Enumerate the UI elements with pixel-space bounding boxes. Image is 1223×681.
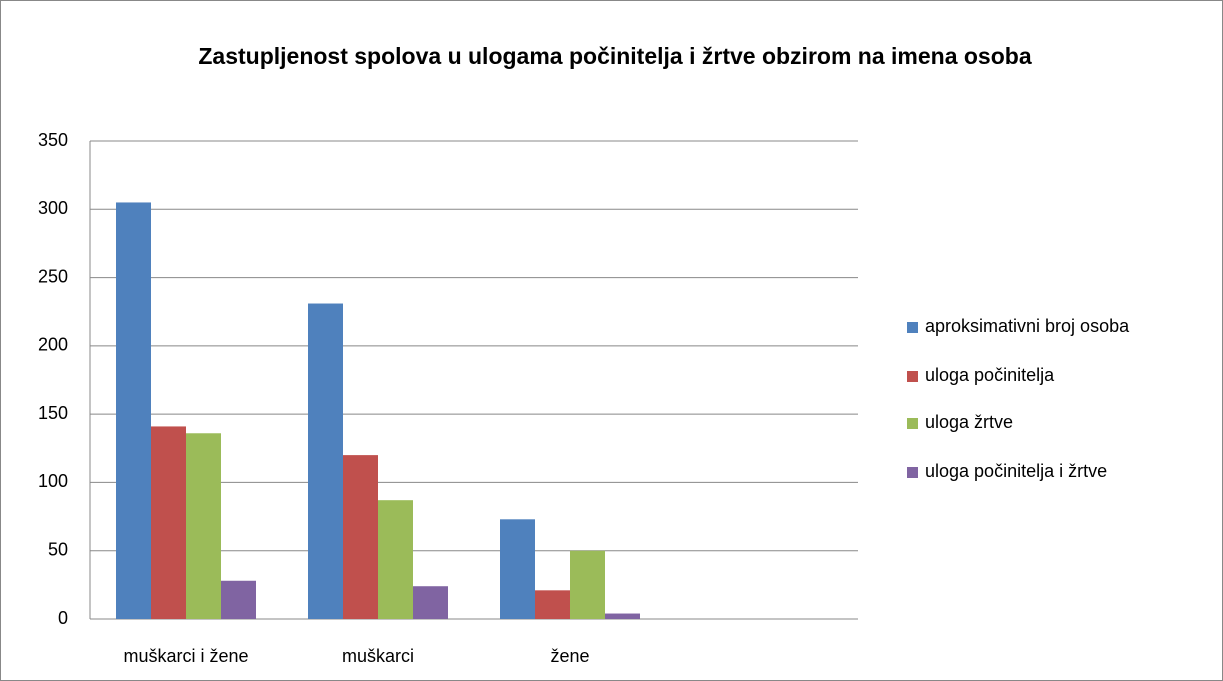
bar: [378, 500, 413, 619]
y-tick-label: 150: [38, 403, 68, 423]
y-tick-label: 250: [38, 266, 68, 286]
y-tick-label: 200: [38, 335, 68, 355]
y-tick-label: 350: [38, 130, 68, 150]
bar: [570, 550, 605, 619]
x-tick-label: muškarci: [342, 646, 414, 666]
bar: [413, 586, 448, 619]
legend-label: uloga počinitelja: [925, 365, 1055, 385]
x-tick-label: muškarci i žene: [123, 646, 248, 666]
bar: [605, 613, 640, 619]
legend-swatch: [907, 322, 918, 333]
y-tick-label: 0: [58, 608, 68, 628]
legend-label: uloga žrtve: [925, 412, 1013, 432]
y-tick-label: 300: [38, 198, 68, 218]
bar: [186, 433, 221, 619]
legend-swatch: [907, 467, 918, 478]
x-tick-label: žene: [550, 646, 589, 666]
bar: [343, 455, 378, 619]
chart-title: Zastupljenost spolova u ulogama počinite…: [198, 43, 1032, 69]
bar: [308, 303, 343, 619]
bar: [116, 202, 151, 619]
bar: [535, 590, 570, 619]
bar: [221, 580, 256, 619]
y-tick-label: 100: [38, 471, 68, 491]
y-tick-label: 50: [48, 539, 68, 559]
legend-label: aproksimativni broj osoba: [925, 316, 1130, 336]
bar: [500, 519, 535, 619]
legend-label: uloga počinitelja i žrtve: [925, 461, 1107, 481]
bar: [151, 426, 186, 619]
legend-swatch: [907, 371, 918, 382]
legend-swatch: [907, 418, 918, 429]
